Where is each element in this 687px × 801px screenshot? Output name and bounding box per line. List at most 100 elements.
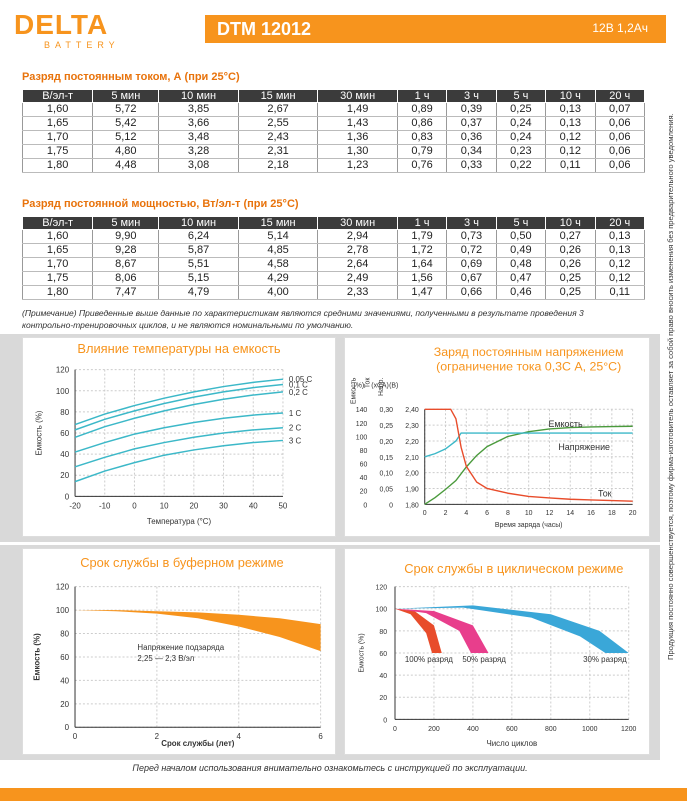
table-cell: 5,51 bbox=[158, 257, 239, 272]
table-cell: 2,94 bbox=[317, 229, 398, 244]
x-tick-label: 0 bbox=[73, 732, 78, 741]
table-row: 1,70 8,67 5,51 4,58 2,64 1,64 0,69 0,48 0,26 0,12 bbox=[21, 257, 645, 272]
float-life-chart: Срок службы в буферном режиме02040608010… bbox=[22, 548, 336, 755]
table-cell: 0,13 bbox=[545, 116, 596, 131]
model-name: DTM 12012 bbox=[217, 19, 312, 39]
chart-title: Заряд постоянным напряжением bbox=[434, 345, 624, 359]
table-cell: 0,39 bbox=[446, 102, 497, 117]
x-tick-label: 800 bbox=[545, 726, 557, 733]
table-cell: 0,36 bbox=[446, 130, 497, 145]
x-tick-label: 1200 bbox=[621, 726, 637, 733]
x-tick-label: 12 bbox=[546, 510, 554, 517]
series-line bbox=[74, 378, 284, 426]
table-cell: 1,80 bbox=[21, 285, 94, 300]
brand-name: DELTA bbox=[14, 9, 108, 40]
table-cell: 0,23 bbox=[495, 144, 547, 159]
y-tick-label: 40 bbox=[60, 450, 69, 459]
x-tick-label: 14 bbox=[566, 510, 574, 517]
table-cell: 5,87 bbox=[158, 243, 239, 258]
x-tick-label: 6 bbox=[318, 732, 323, 741]
table-cell: 5,15 bbox=[158, 271, 239, 286]
y-tick-label: 60 bbox=[379, 651, 387, 658]
x-tick-label: 2 bbox=[444, 510, 448, 517]
table-cell: 0,26 bbox=[545, 257, 596, 272]
note: (Примечание) Приведенные выше данные по … bbox=[22, 308, 584, 330]
table-cell: 0,24 bbox=[495, 116, 547, 131]
table-cell: 0,24 bbox=[495, 130, 547, 145]
life-band bbox=[394, 608, 489, 653]
brand-sub: BATTERY bbox=[44, 40, 120, 50]
bottom-bar bbox=[0, 788, 687, 801]
column-header: 20 ч bbox=[594, 216, 645, 230]
x-tick-label: 600 bbox=[506, 726, 518, 733]
table-cell: 0,26 bbox=[545, 243, 596, 258]
column-header: 5 ч bbox=[495, 89, 547, 103]
table-cell: 2,31 bbox=[237, 144, 319, 159]
table-cell: 1,30 bbox=[317, 144, 398, 159]
table-cell: 1,80 bbox=[21, 158, 94, 173]
table-cell: 2,64 bbox=[317, 257, 398, 272]
table-cell: 0,86 bbox=[396, 116, 448, 131]
series-line bbox=[74, 427, 284, 468]
series-label: 2 C bbox=[289, 424, 302, 433]
series-line bbox=[74, 383, 284, 431]
series-label: 0,05 C bbox=[289, 375, 313, 384]
column-header: В/эл-т bbox=[21, 89, 94, 103]
series-line bbox=[424, 425, 633, 505]
y-tick-label: 20 bbox=[360, 489, 368, 496]
life-band bbox=[394, 605, 629, 653]
y-axis-label: Емкость (%) bbox=[34, 410, 43, 455]
table-cell: 2,78 bbox=[317, 243, 398, 258]
y-tick-label: 0,20 bbox=[380, 439, 394, 446]
table1-title: Разряд постоянным током, А (при 25°С) bbox=[22, 71, 240, 83]
table-cell: 0,34 bbox=[446, 144, 497, 159]
x-tick-label: -20 bbox=[69, 501, 81, 510]
y-unit-label: (%) bbox=[353, 383, 364, 390]
table-cell: 1,49 bbox=[317, 102, 398, 117]
y-axis-label: Напр. bbox=[378, 378, 385, 396]
temperature-capacity-chart: Влияние температуры на емкость 0 20 40 60 80 1… bbox=[22, 337, 336, 537]
cycle-life-chart: Срок службы в циклическом режиме 0 20 40 60 8… bbox=[344, 548, 650, 755]
column-header: 1 ч bbox=[396, 89, 448, 103]
x-tick-label: 4 bbox=[237, 732, 242, 741]
table-cell: 0,06 bbox=[594, 158, 645, 173]
table-cell: 1,70 bbox=[21, 130, 94, 145]
y-tick-label: 0 bbox=[65, 723, 70, 732]
chart-title: Срок службы в циклическом режиме bbox=[404, 561, 623, 576]
chart-subtitle: (ограничение тока 0,3С А, 25°С) bbox=[436, 360, 621, 374]
y-tick-label: 60 bbox=[60, 653, 69, 662]
x-tick-label: 50 bbox=[279, 501, 288, 510]
table2-title: Разряд постоянной мощностью, Вт/эл-т (пр… bbox=[22, 198, 299, 210]
table-cell: 0,49 bbox=[495, 243, 547, 258]
table-cell: 0,12 bbox=[594, 257, 645, 272]
table-cell: 1,47 bbox=[396, 285, 448, 300]
y-tick-label: 0,10 bbox=[380, 471, 394, 478]
column-header: 10 мин bbox=[158, 216, 239, 230]
table-cell: 0,89 bbox=[396, 102, 448, 117]
y-tick-label: 40 bbox=[60, 676, 69, 685]
column-header: 5 мин bbox=[92, 89, 160, 103]
table-cell: 5,14 bbox=[237, 229, 319, 244]
table-cell: 2,49 bbox=[317, 271, 398, 286]
table-cell: 1,60 bbox=[21, 229, 94, 244]
x-tick-label: 16 bbox=[587, 510, 595, 517]
series-label: Емкость bbox=[548, 419, 583, 429]
table-cell: 4,00 bbox=[237, 285, 319, 300]
y-tick-label: 40 bbox=[379, 673, 387, 680]
table-cell: 0,12 bbox=[545, 130, 596, 145]
series-label: 0,2 C bbox=[289, 388, 308, 397]
column-header: 15 мин bbox=[237, 216, 319, 230]
table-row: 1,60 5,72 3,85 2,67 1,49 0,89 0,39 0,25 0,13 0,07 bbox=[21, 102, 645, 117]
series-label: Ток bbox=[598, 488, 612, 498]
y-tick-label: 80 bbox=[60, 408, 69, 417]
life-band bbox=[75, 610, 321, 652]
table-cell: 5,12 bbox=[92, 130, 160, 145]
constant-voltage-charge-chart: Заряд постоянным напряжением(ограничение… bbox=[344, 337, 650, 537]
table-cell: 0,12 bbox=[594, 271, 645, 286]
table-cell: 4,48 bbox=[92, 158, 160, 173]
table-cell: 7,47 bbox=[92, 285, 160, 300]
series-line bbox=[74, 391, 284, 438]
x-tick-label: 20 bbox=[629, 510, 637, 517]
y-axis-label: Емкость (%) bbox=[32, 633, 41, 681]
brand-logo: DELTA BATTERY bbox=[14, 9, 120, 50]
